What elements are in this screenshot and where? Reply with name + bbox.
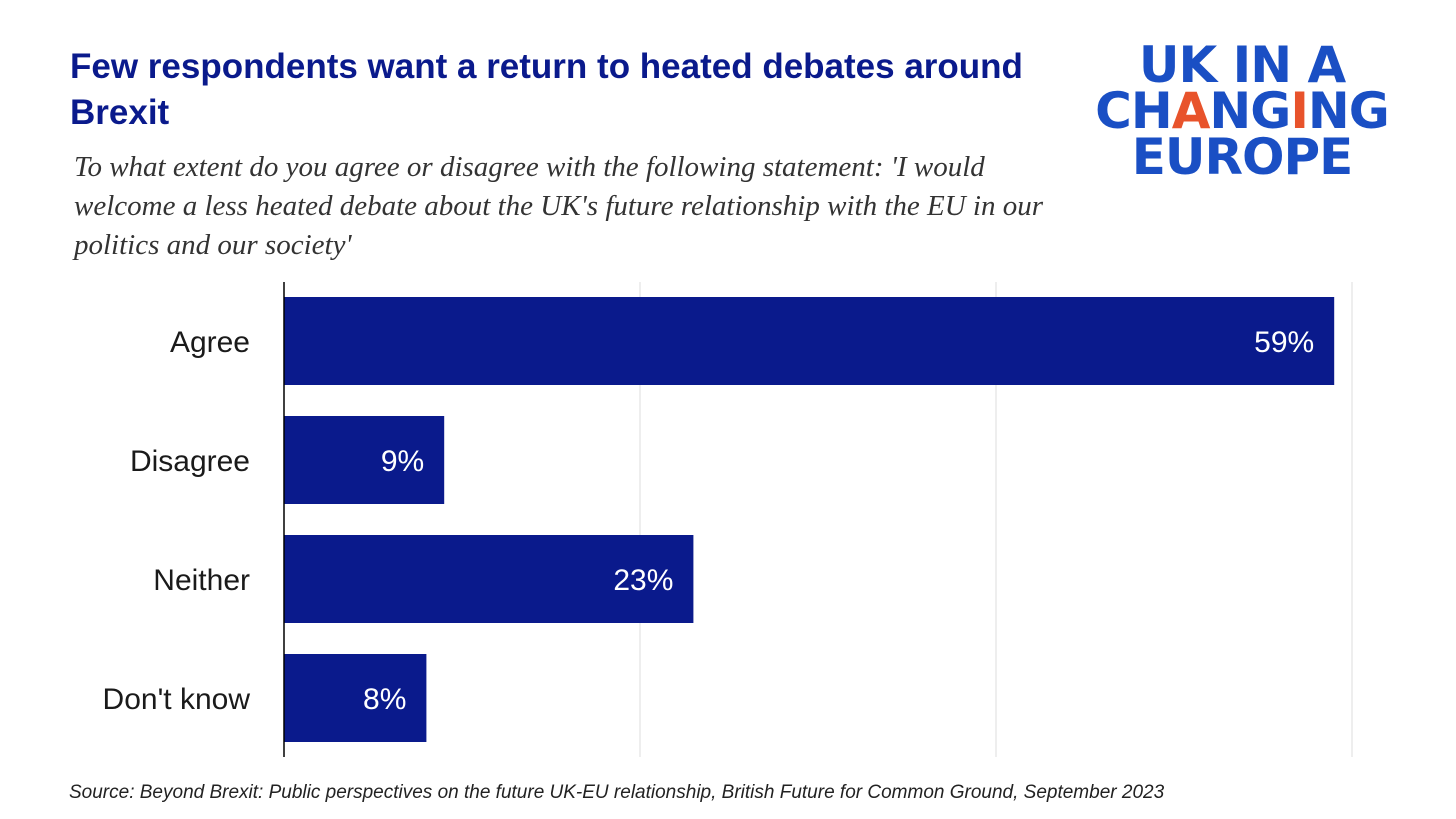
chart-subtitle: To what extent do you agree or disagree … (74, 151, 1043, 261)
data-label: 23% (613, 564, 673, 597)
bar (284, 416, 445, 504)
logo-line-1: UK IN A (1138, 36, 1346, 94)
bar (284, 297, 1335, 385)
bar (284, 654, 427, 742)
logo-line-2-part: NG (1307, 82, 1390, 140)
logo-line-2-part: NG (1209, 82, 1291, 140)
logo-line-2: CHANGING (1082, 86, 1402, 136)
category-label: Disagree (130, 445, 250, 478)
source-note: Source: Beyond Brexit: Public perspectiv… (69, 782, 1165, 803)
data-label: 9% (381, 445, 424, 478)
uk-in-a-changing-europe-logo: UK IN A CHANGING EUROPE (1082, 36, 1402, 186)
category-label: Agree (170, 326, 250, 359)
logo-line-2-part: CH (1095, 82, 1173, 140)
bar (284, 535, 694, 623)
logo-line-2-accent: A (1171, 82, 1211, 140)
data-label: 59% (1254, 326, 1314, 359)
logo-line-2-accent: I (1290, 82, 1309, 140)
category-label: Neither (153, 564, 250, 597)
data-label: 8% (363, 683, 406, 716)
category-label: Don't know (103, 683, 251, 716)
chart-title: Few respondents want a return to heated … (70, 47, 1023, 132)
logo-line-3: EUROPE (1131, 128, 1354, 186)
